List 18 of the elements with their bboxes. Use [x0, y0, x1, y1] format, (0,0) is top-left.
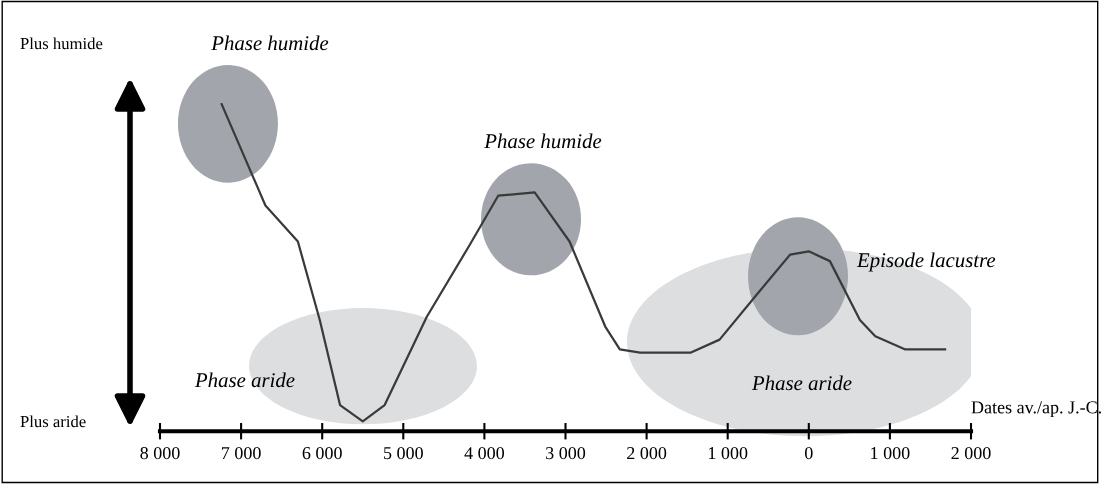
x-tick-label: 7 000 [221, 447, 261, 460]
annotation: Episode lacustre [856, 252, 996, 272]
x-tick-label: 2 000 [627, 447, 667, 460]
annotation: Phase humide [484, 133, 602, 149]
x-tick-label: 8 000 [140, 447, 180, 460]
x-tick-label: 1 000 [708, 447, 748, 460]
text: Plus aride [20, 415, 86, 428]
x-tick-label: 3 000 [546, 447, 586, 460]
x-tick-label: 2 000 [951, 447, 991, 460]
x-tick-label: 1 000 [871, 447, 910, 460]
text: Phase humide [211, 35, 329, 51]
text: Plus humide [20, 37, 103, 50]
x-tick-label: 5 000 [384, 447, 423, 460]
x-tick-label: 6 000 [302, 447, 342, 460]
annotation: Phase aride [751, 375, 852, 391]
x-tick-label: 4 000 [464, 447, 505, 460]
annotation: Phase aride [194, 372, 295, 388]
x-tick-label: 0 [804, 447, 813, 460]
